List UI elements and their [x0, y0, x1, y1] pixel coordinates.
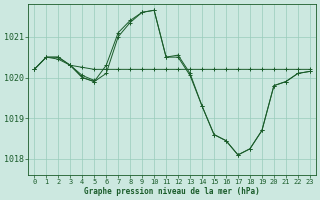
X-axis label: Graphe pression niveau de la mer (hPa): Graphe pression niveau de la mer (hPa)	[84, 187, 260, 196]
